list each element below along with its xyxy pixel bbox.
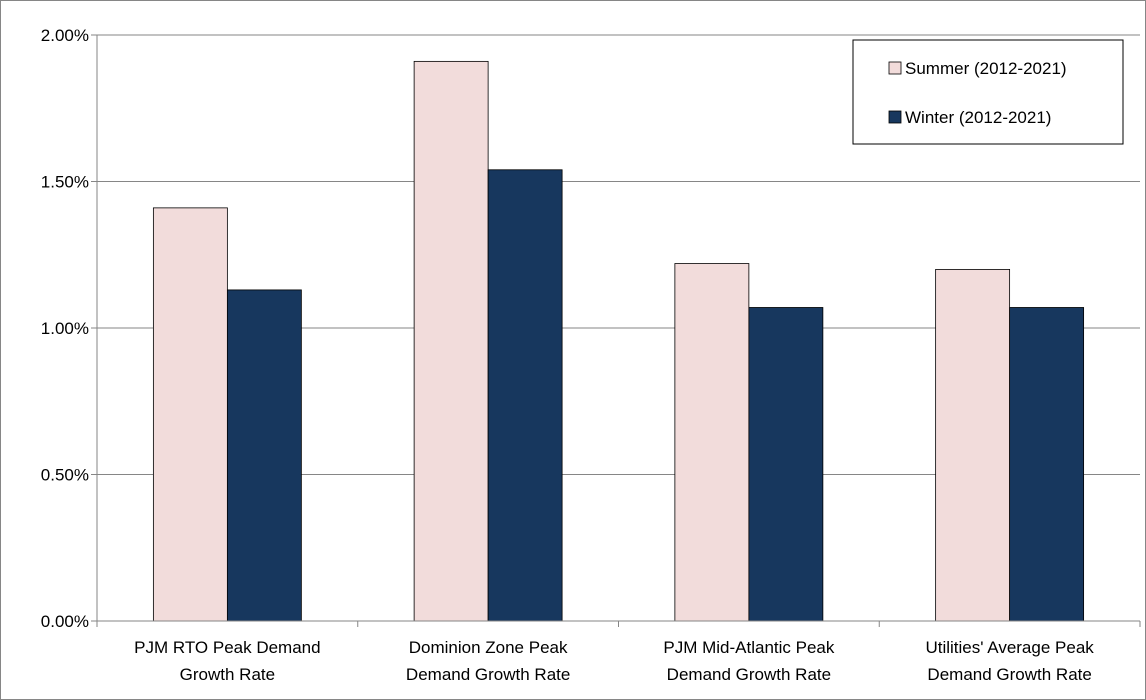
legend-label: Winter (2012-2021)	[905, 108, 1051, 127]
x-axis-labels: PJM RTO Peak Demand Growth Rate Dominion Z…	[134, 638, 1094, 684]
y-tick-label: 1.50%	[41, 173, 89, 192]
x-category-label: PJM RTO Peak Demand	[134, 638, 320, 657]
x-category-label: Demand Growth Rate	[406, 665, 570, 684]
bar-summer	[674, 263, 750, 622]
y-tick-label: 2.00%	[41, 26, 89, 45]
bar-winter	[748, 307, 824, 622]
legend-label: Summer (2012-2021)	[905, 59, 1067, 78]
x-category-label: Dominion Zone Peak	[409, 638, 568, 657]
legend-swatch	[888, 110, 902, 124]
x-category-label: Growth Rate	[180, 665, 275, 684]
legend-box	[852, 39, 1124, 145]
legend: Summer (2012-2021) Winter (2012-2021)	[852, 39, 1124, 145]
x-category-label: Demand Growth Rate	[927, 665, 1091, 684]
bars	[152, 60, 1085, 622]
y-tick-label: 0.50%	[41, 466, 89, 485]
x-category-label: Demand Growth Rate	[667, 665, 831, 684]
bar-winter	[226, 289, 302, 622]
bar-summer	[152, 207, 228, 622]
bar-summer	[935, 268, 1011, 622]
x-category-label: PJM Mid-Atlantic Peak	[663, 638, 834, 657]
bar-winter	[1009, 307, 1085, 622]
bar-summer	[413, 60, 489, 622]
y-tick-label: 1.00%	[41, 319, 89, 338]
x-category-label: Utilities' Average Peak	[925, 638, 1094, 657]
legend-swatch	[888, 61, 902, 75]
y-axis-ticks: 0.00% 0.50% 1.00% 1.50% 2.00%	[41, 26, 97, 631]
bar-winter	[487, 169, 563, 622]
y-tick-label: 0.00%	[41, 612, 89, 631]
